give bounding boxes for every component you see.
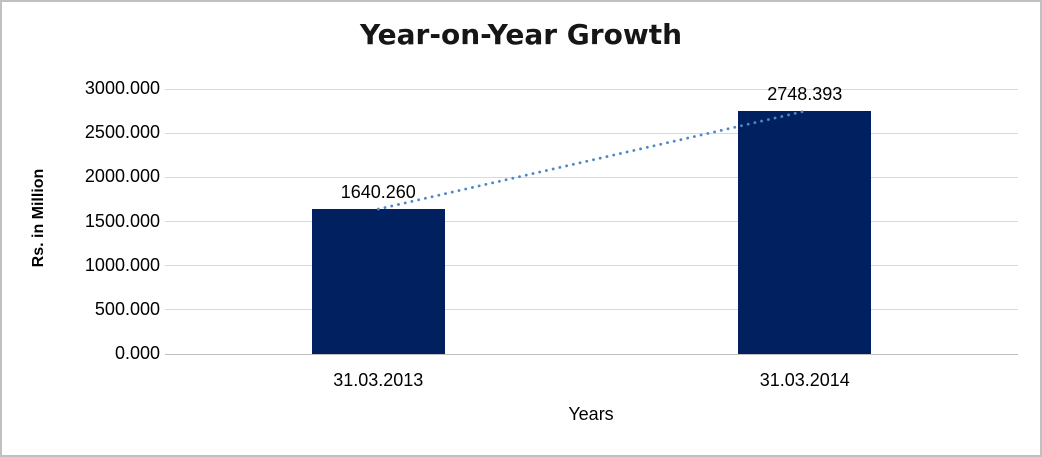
chart-title: Year-on-Year Growth [359,18,683,51]
data-label: 2748.393 [767,84,843,105]
y-tick-label: 1000.000 [84,254,160,275]
x-tick-label: 31.03.2013 [333,370,424,390]
x-axis-title: Years [568,404,614,424]
gridline [165,265,1018,267]
x-axis-line [165,353,1018,355]
data-label: 1640.260 [340,182,416,203]
y-tick-label: 3000.000 [84,78,160,98]
y-tick-label: 1500.000 [84,210,160,231]
y-tick-label: 2500.000 [84,122,160,143]
bar [311,209,445,354]
gridline [165,309,1018,311]
x-tick-label: 31.03.2014 [759,370,850,390]
y-tick-label: 500.000 [94,298,160,319]
y-tick-label: 0.000 [114,343,160,363]
gridline [165,132,1018,134]
y-tick-label: 2000.000 [84,166,160,187]
gridline [165,88,1018,90]
gridline [165,176,1018,178]
gridline [165,221,1018,222]
bar [738,111,872,354]
